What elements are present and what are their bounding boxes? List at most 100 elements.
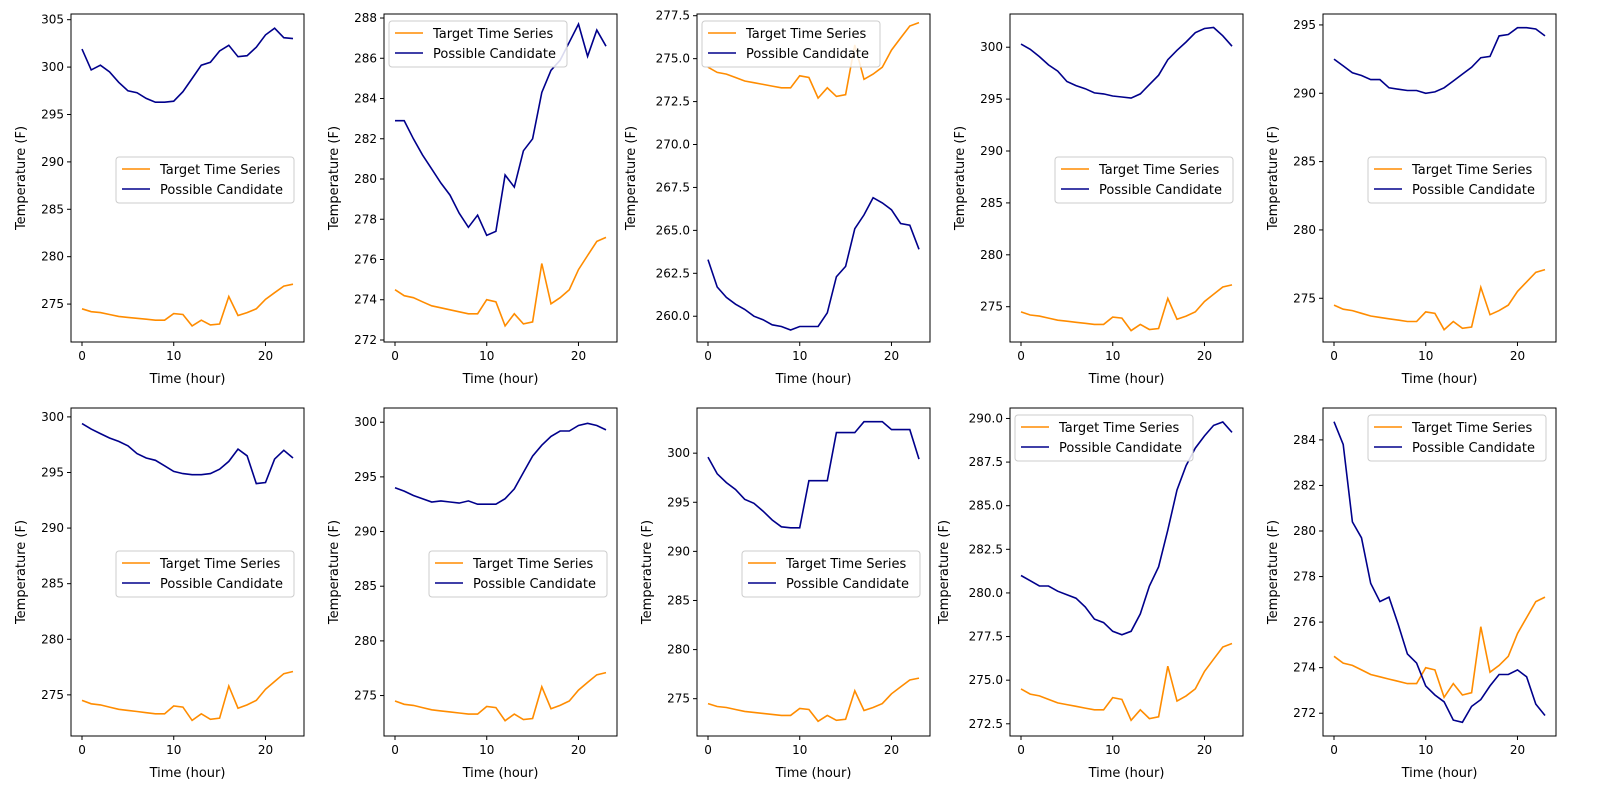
y-tick-label: 276: [354, 252, 377, 266]
y-tick-label: 285: [41, 577, 64, 591]
x-axis-label: Time (hour): [149, 766, 226, 781]
x-axis-label: Time (hour): [1088, 766, 1165, 781]
target-series-line: [707, 677, 920, 723]
y-axis-label: Temperature (F): [1266, 126, 1281, 231]
legend-frame: [1367, 156, 1547, 204]
x-tick-label: 20: [1197, 743, 1212, 757]
y-tick-label: 290: [667, 544, 690, 558]
legend-target-label: Target Time Series: [159, 557, 281, 572]
x-tick-label: 20: [258, 349, 273, 363]
target-series-line: [394, 671, 607, 722]
y-tick-label: 280: [1293, 223, 1316, 237]
y-tick-label: 300: [667, 446, 690, 460]
y-tick-label: 287.5: [969, 455, 1003, 469]
y-tick-label: 282: [354, 132, 377, 146]
legend: Target Time Series Possible Candidate: [741, 550, 921, 598]
subplot-8: 0 10 20 275 280 285 290 295 300 Time (hour) Temper…: [640, 407, 931, 781]
legend: Target Time Series Possible Candidate: [701, 20, 881, 68]
x-tick-label: 0: [78, 743, 86, 757]
candidate-series-line: [707, 420, 920, 529]
x-tick-label: 10: [166, 743, 181, 757]
y-tick-label: 275: [41, 297, 64, 311]
x-tick-label: 0: [1017, 349, 1025, 363]
legend-target-label: Target Time Series: [745, 27, 867, 42]
target-series-line: [394, 236, 607, 328]
x-tick-label: 20: [571, 349, 586, 363]
x-tick-label: 0: [78, 349, 86, 363]
y-tick-label: 272: [1293, 706, 1316, 720]
y-tick-label: 295: [41, 107, 64, 121]
x-tick-label: 20: [258, 743, 273, 757]
y-tick-label: 275: [41, 688, 64, 702]
candidate-series-line: [1333, 26, 1546, 95]
legend-candidate-label: Possible Candidate: [1059, 441, 1182, 456]
legend-candidate-label: Possible Candidate: [1412, 183, 1535, 198]
candidate-series-line: [707, 196, 920, 331]
y-tick-label: 284: [354, 92, 377, 106]
legend-frame: [1054, 156, 1234, 204]
axes-frame: [696, 13, 931, 343]
y-tick-label: 280: [41, 632, 64, 646]
x-tick-label: 20: [884, 743, 899, 757]
y-tick-label: 305: [41, 13, 64, 27]
legend: Target Time Series Possible Candidate: [1054, 156, 1234, 204]
target-series-line: [1020, 284, 1233, 332]
legend-candidate-label: Possible Candidate: [1099, 183, 1222, 198]
target-series-line: [1020, 642, 1233, 722]
legend-frame: [428, 550, 608, 598]
y-tick-label: 272.5: [656, 95, 690, 109]
y-axis-label: Temperature (F): [327, 126, 342, 231]
y-tick-label: 300: [980, 40, 1003, 54]
axes-frame: [1009, 407, 1244, 737]
y-tick-label: 290: [354, 525, 377, 539]
legend: Target Time Series Possible Candidate: [1367, 156, 1547, 204]
axes-frame: [70, 13, 305, 343]
y-tick-label: 290: [980, 144, 1003, 158]
target-series-line: [81, 283, 294, 327]
y-tick-label: 284: [1293, 433, 1316, 447]
legend: Target Time Series Possible Candidate: [115, 156, 295, 204]
subplot-9: 0 10 20 272.5 275.0 277.5 280.0 282.5 285.0 287.5…: [937, 407, 1244, 781]
x-tick-label: 10: [479, 349, 494, 363]
subplot-7: 0 10 20 275 280 285 290 295 300 Time (hour) Temper…: [327, 407, 618, 781]
y-axis-label: Temperature (F): [953, 126, 968, 231]
y-tick-label: 280: [354, 634, 377, 648]
legend-target-label: Target Time Series: [432, 27, 554, 42]
legend-target-label: Target Time Series: [1098, 163, 1220, 178]
axes-frame: [1322, 407, 1557, 737]
x-tick-label: 0: [1330, 743, 1338, 757]
axes-frame: [383, 13, 618, 343]
legend-frame: [701, 20, 881, 68]
y-tick-label: 282: [1293, 478, 1316, 492]
y-tick-label: 285: [354, 579, 377, 593]
y-tick-label: 285: [41, 202, 64, 216]
legend-frame: [115, 156, 295, 204]
y-axis-label: Temperature (F): [1266, 520, 1281, 625]
x-axis-label: Time (hour): [462, 372, 539, 387]
x-tick-label: 20: [1510, 349, 1525, 363]
y-tick-label: 280: [1293, 524, 1316, 538]
subplot-4: 0 10 20 275 280 285 290 295 300 Time (hour) Temper…: [953, 13, 1244, 387]
x-tick-label: 20: [571, 743, 586, 757]
x-tick-label: 0: [704, 743, 712, 757]
x-axis-label: Time (hour): [1401, 766, 1478, 781]
y-tick-label: 290: [1293, 86, 1316, 100]
y-tick-label: 300: [41, 410, 64, 424]
legend-target-label: Target Time Series: [1411, 163, 1533, 178]
y-tick-label: 275: [667, 692, 690, 706]
legend-target-label: Target Time Series: [159, 163, 281, 178]
y-tick-label: 276: [1293, 615, 1316, 629]
y-axis-label: Temperature (F): [624, 126, 639, 231]
x-tick-label: 0: [391, 743, 399, 757]
subplot-6: 0 10 20 275 280 285 290 295 300 Time (hour) Temper…: [14, 407, 305, 781]
x-axis-label: Time (hour): [775, 766, 852, 781]
x-tick-label: 10: [479, 743, 494, 757]
y-axis-label: Temperature (F): [937, 520, 952, 625]
legend-target-label: Target Time Series: [1058, 421, 1180, 436]
y-tick-label: 280.0: [969, 586, 1003, 600]
y-tick-label: 260.0: [656, 309, 690, 323]
legend-target-label: Target Time Series: [1411, 421, 1533, 436]
y-tick-label: 278: [1293, 570, 1316, 584]
y-axis-label: Temperature (F): [14, 126, 29, 231]
